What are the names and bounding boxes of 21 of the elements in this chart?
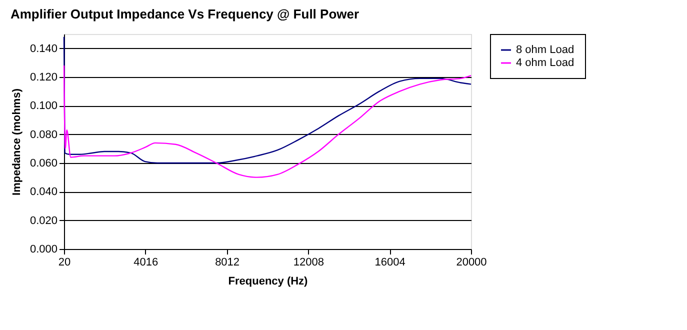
x-tick-label: 4016 [134, 256, 158, 268]
x-tick-label: 12008 [293, 256, 324, 268]
legend-label: 8 ohm Load [516, 44, 574, 56]
y-axis-title: Impedance (mohms) [10, 88, 23, 196]
line-series [63, 64, 472, 178]
y-tick-label: 0.100 [30, 100, 58, 112]
x-axis-title: Frequency (Hz) [228, 276, 308, 288]
x-tick-label: 20000 [456, 256, 487, 268]
y-tick-label: 0.040 [30, 186, 58, 198]
line-series [63, 36, 472, 164]
x-tick-label: 20 [58, 256, 71, 268]
x-tick-label: 16004 [374, 256, 406, 268]
chart-title: Amplifier Output Impedance Vs Frequency @ Full Power [10, 6, 360, 22]
legend-label: 4 ohm Load [516, 57, 574, 69]
y-tick-label: 0.080 [30, 128, 58, 141]
y-tick-label: 0.140 [30, 42, 58, 55]
y-tick-label: 0.020 [30, 214, 58, 227]
y-tick-label: 0.000 [30, 244, 58, 256]
x-tick-label: 8012 [215, 256, 240, 268]
y-tick-label: 0.120 [30, 72, 58, 84]
y-tick-label: 0.060 [30, 158, 58, 170]
